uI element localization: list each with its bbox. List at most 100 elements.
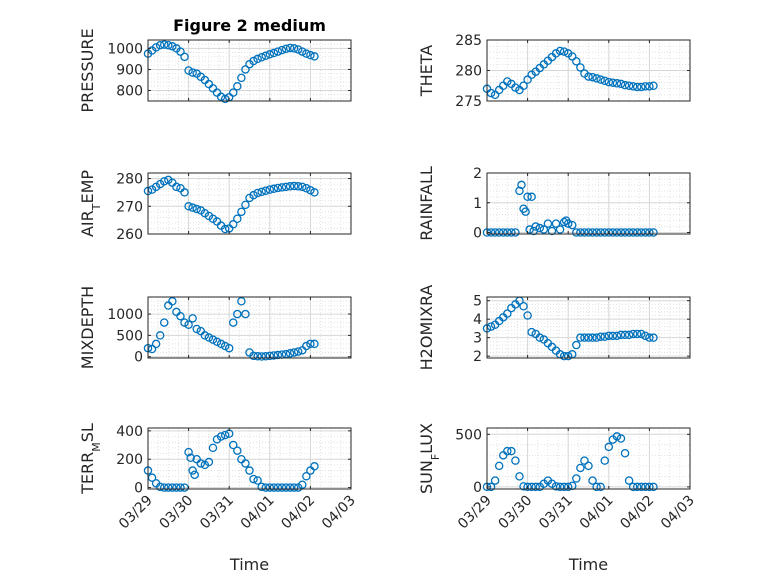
data-point xyxy=(164,483,173,492)
data-point xyxy=(204,457,214,467)
data-point xyxy=(229,88,238,97)
panel-mixdepth: 0 500 1000 MIXDEPTH xyxy=(78,286,352,369)
data-point xyxy=(616,79,626,89)
data-point xyxy=(632,82,642,92)
data-point xyxy=(563,219,573,228)
data-point xyxy=(172,483,181,492)
data-point xyxy=(241,459,250,468)
x-tick-label: 04/01 xyxy=(238,493,278,533)
data-point xyxy=(216,339,226,349)
data-point xyxy=(176,47,185,56)
data-point xyxy=(184,66,193,75)
data-point xyxy=(233,214,242,223)
data-point xyxy=(612,228,622,237)
y-tick-label: 260 xyxy=(116,227,143,243)
y-tick-label: 270 xyxy=(116,199,143,215)
data-point xyxy=(184,202,193,211)
data-point xyxy=(628,228,638,237)
data-point xyxy=(176,311,185,321)
data-point xyxy=(592,482,601,492)
data-point xyxy=(596,482,605,492)
data-point xyxy=(503,446,512,456)
data-point xyxy=(624,81,634,91)
data-point xyxy=(265,351,275,361)
data-point xyxy=(584,72,593,81)
axes-box xyxy=(147,427,352,490)
data-point xyxy=(588,228,597,237)
data-point xyxy=(612,331,622,341)
y-axis-label: MIXDEPTH xyxy=(78,286,97,369)
data-point xyxy=(265,50,275,59)
data-point xyxy=(568,52,577,61)
data-point xyxy=(233,309,242,319)
data-point xyxy=(584,228,593,237)
y-tick-label: 1000 xyxy=(107,307,143,323)
y-tick-label: 2 xyxy=(473,349,482,365)
data-point xyxy=(576,463,585,473)
data-point xyxy=(584,333,593,342)
data-point xyxy=(521,207,530,216)
data-point xyxy=(580,456,589,465)
y-tick-label: 3 xyxy=(473,331,482,347)
y-tick-label: 0 xyxy=(473,480,482,496)
data-point xyxy=(168,42,177,51)
data-point xyxy=(568,220,577,230)
data-point xyxy=(645,82,654,91)
data-point xyxy=(168,483,177,492)
data-point xyxy=(580,228,589,237)
y-tick-label: 5 xyxy=(473,294,482,310)
axes-box xyxy=(486,296,691,359)
data-point xyxy=(273,350,283,360)
data-point xyxy=(527,327,536,337)
data-point xyxy=(563,351,573,361)
data-point xyxy=(159,483,169,492)
data-point xyxy=(285,349,295,358)
data-point xyxy=(616,330,626,340)
data-point xyxy=(229,220,238,229)
data-point xyxy=(632,228,642,237)
data-point xyxy=(559,217,569,227)
data-point xyxy=(159,40,169,49)
x-tick-label: 04/01 xyxy=(577,493,617,533)
x-tick-label: 03/31 xyxy=(536,493,576,533)
y-tick-label: 285 xyxy=(455,33,482,49)
data-point xyxy=(289,181,299,191)
data-point xyxy=(517,180,526,190)
data-point xyxy=(253,476,262,485)
data-point xyxy=(298,182,307,192)
data-point xyxy=(273,183,283,193)
data-point xyxy=(592,228,601,237)
data-point xyxy=(576,228,585,237)
y-tick-label: 900 xyxy=(116,62,143,78)
data-point xyxy=(257,187,266,197)
data-point xyxy=(555,46,565,56)
data-point xyxy=(233,446,242,455)
data-point xyxy=(208,443,218,453)
data-point xyxy=(168,297,177,306)
data-point xyxy=(600,332,609,341)
data-point xyxy=(515,472,524,481)
panel-sun_flux: 0 500 SUNFLUX 03/29 03/30 03/31 04/01 04/02 04/0… xyxy=(417,423,698,574)
y-tick-label: 275 xyxy=(455,94,482,110)
data-point xyxy=(596,332,605,341)
y-tick-label: 800 xyxy=(116,83,143,99)
data-point xyxy=(184,320,193,329)
data-point xyxy=(192,324,201,334)
data-point xyxy=(155,331,165,340)
x-axis-label: Time xyxy=(229,555,269,574)
data-point xyxy=(306,50,315,60)
data-point xyxy=(527,192,536,202)
data-point xyxy=(628,482,638,492)
data-point xyxy=(176,483,185,492)
data-point xyxy=(641,331,650,341)
data-point xyxy=(576,63,585,72)
data-point xyxy=(588,72,597,82)
data-point xyxy=(608,331,618,341)
data-point xyxy=(547,226,557,236)
data-point xyxy=(503,309,512,318)
data-point xyxy=(539,225,549,234)
data-point xyxy=(645,333,654,342)
data-point xyxy=(580,333,589,342)
data-point xyxy=(298,47,307,56)
